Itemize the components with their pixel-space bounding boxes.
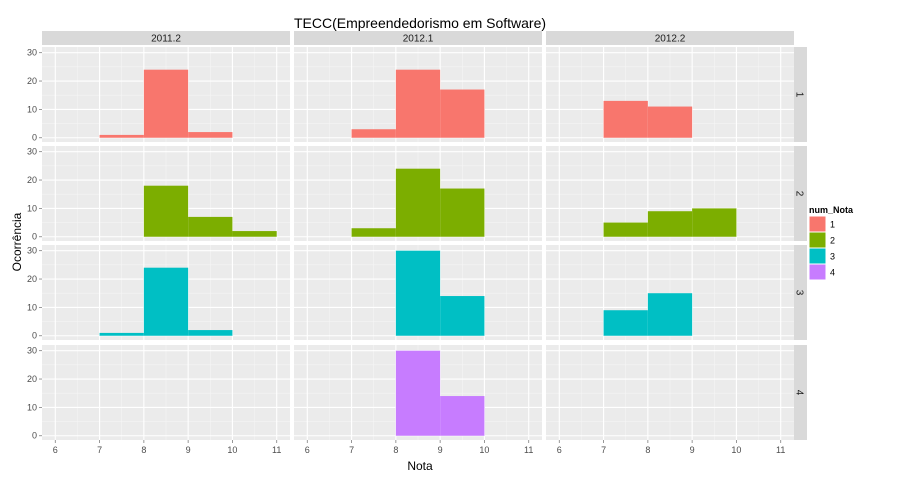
y-tick-label: 10 bbox=[27, 104, 37, 114]
x-tick-label: 6 bbox=[53, 445, 58, 455]
y-tick-label: 0 bbox=[32, 431, 37, 441]
legend-label: 4 bbox=[830, 268, 835, 278]
y-tick-label: 10 bbox=[27, 402, 37, 412]
x-tick-label: 8 bbox=[645, 445, 650, 455]
column-strip bbox=[546, 31, 794, 45]
histogram-bar bbox=[647, 293, 693, 336]
x-tick-label: 7 bbox=[349, 445, 354, 455]
row-strip bbox=[791, 245, 807, 340]
histogram-bar bbox=[647, 106, 693, 138]
histogram-bar bbox=[143, 69, 189, 138]
histogram-bar bbox=[395, 350, 441, 436]
legend-key bbox=[808, 263, 827, 281]
legend-label: 3 bbox=[830, 252, 835, 262]
histogram-bar bbox=[440, 188, 485, 237]
legend-key bbox=[808, 215, 827, 233]
x-tick-label: 11 bbox=[272, 445, 281, 455]
y-tick-label: 30 bbox=[27, 346, 37, 356]
histogram-bar bbox=[647, 211, 693, 237]
row-strip bbox=[791, 345, 807, 440]
x-tick-label: 9 bbox=[690, 445, 695, 455]
x-tick-label: 10 bbox=[731, 445, 741, 455]
x-tick-label: 11 bbox=[776, 445, 785, 455]
row-strip-label: 3 bbox=[794, 290, 805, 296]
histogram-bar bbox=[603, 310, 648, 336]
x-tick-label: 10 bbox=[479, 445, 489, 455]
row-strip-label: 1 bbox=[794, 92, 805, 98]
y-tick-label: 30 bbox=[27, 48, 37, 58]
x-tick-label: 8 bbox=[141, 445, 146, 455]
histogram-bar bbox=[143, 185, 189, 237]
y-tick-label: 20 bbox=[27, 175, 37, 185]
x-tick-label: 9 bbox=[438, 445, 443, 455]
y-tick-label: 0 bbox=[32, 331, 37, 341]
y-tick-label: 20 bbox=[27, 76, 37, 86]
histogram-bar bbox=[440, 296, 485, 336]
legend-label: 2 bbox=[830, 236, 835, 246]
x-tick-label: 6 bbox=[557, 445, 562, 455]
x-tick-label: 7 bbox=[97, 445, 102, 455]
y-tick-label: 10 bbox=[27, 203, 37, 213]
histogram-bar bbox=[351, 228, 396, 237]
x-tick-label: 6 bbox=[305, 445, 310, 455]
y-tick-label: 0 bbox=[32, 232, 37, 242]
legend-key bbox=[808, 231, 827, 249]
histogram-bar bbox=[603, 222, 648, 237]
row-strip bbox=[791, 47, 807, 142]
column-strip bbox=[294, 31, 542, 45]
row-strip-label: 2 bbox=[794, 191, 805, 197]
histogram-bar bbox=[692, 208, 737, 237]
y-tick-label: 10 bbox=[27, 302, 37, 312]
legend-title: num_Nota bbox=[809, 205, 854, 215]
x-axis-title: Nota bbox=[407, 459, 433, 473]
x-tick-label: 8 bbox=[393, 445, 398, 455]
histogram-bar bbox=[143, 267, 189, 336]
histogram-bar bbox=[188, 216, 233, 237]
column-strip bbox=[42, 31, 290, 45]
row-strip-label: 4 bbox=[794, 390, 805, 396]
column-strip-label: 2012.2 bbox=[655, 34, 686, 45]
histogram-bar bbox=[232, 231, 277, 237]
histogram-bar bbox=[395, 69, 441, 138]
histogram-bar bbox=[351, 129, 396, 138]
y-tick-label: 0 bbox=[32, 133, 37, 143]
histogram-bar bbox=[395, 250, 441, 336]
legend: num_Nota 1 2 3 4 bbox=[808, 205, 854, 281]
histogram-bar bbox=[188, 132, 233, 138]
x-tick-label: 9 bbox=[186, 445, 191, 455]
chart-title: TECC(Empreendedorismo em Software) bbox=[294, 15, 546, 31]
column-strip-label: 2012.1 bbox=[403, 34, 434, 45]
row-strip bbox=[791, 146, 807, 241]
histogram-bar bbox=[395, 168, 441, 237]
y-tick-label: 30 bbox=[27, 246, 37, 256]
y-tick-label: 20 bbox=[27, 274, 37, 284]
x-tick-label: 11 bbox=[524, 445, 533, 455]
legend-key bbox=[808, 247, 827, 265]
histogram-bar bbox=[188, 330, 233, 336]
legend-label: 1 bbox=[830, 220, 835, 230]
facet-grid: 2011.2 2012.1 2012.2 1 2 3 4 0 10 20 30 0 10 20 30 0 10 2… bbox=[27, 31, 807, 455]
histogram-bar bbox=[99, 332, 144, 336]
y-axis-title: Ocorrência bbox=[10, 212, 24, 271]
x-tick-label: 10 bbox=[227, 445, 237, 455]
histogram-bar bbox=[440, 89, 485, 138]
y-tick-label: 30 bbox=[27, 147, 37, 157]
x-tick-label: 7 bbox=[601, 445, 606, 455]
histogram-bar bbox=[99, 134, 144, 138]
y-tick-label: 20 bbox=[27, 374, 37, 384]
column-strip-label: 2011.2 bbox=[151, 34, 181, 45]
histogram-bar bbox=[440, 396, 485, 436]
histogram-bar bbox=[603, 100, 648, 138]
